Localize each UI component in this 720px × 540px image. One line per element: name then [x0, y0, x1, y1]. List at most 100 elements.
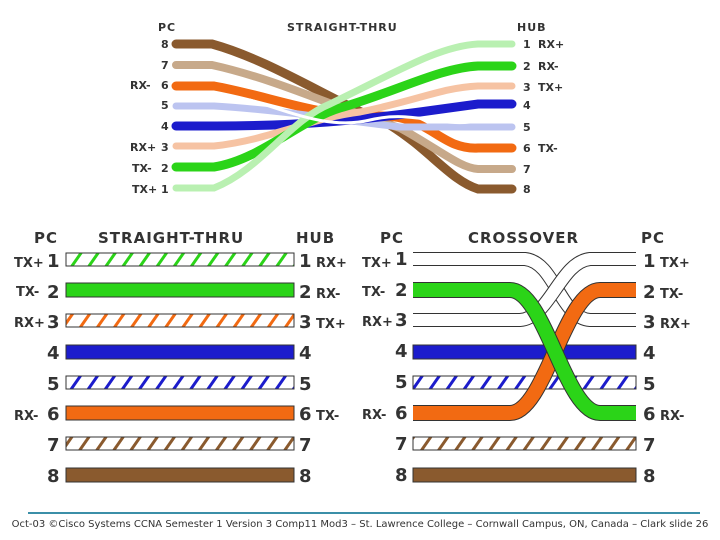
top-left-signal-tx-plus: TX+	[132, 183, 157, 196]
crossover-wire-8	[412, 467, 637, 483]
straight-left-pin: 4	[47, 343, 60, 364]
crossover-right-signal: RX+	[660, 317, 691, 332]
crossover-left-pin: 1	[395, 249, 408, 270]
top-right-pin: 6	[523, 142, 531, 155]
straight-wire-2	[65, 282, 295, 298]
crossover-wire-7	[412, 436, 637, 451]
top-right-pin: 7	[523, 163, 531, 176]
slide-footer: Oct-03 ©Cisco Systems CCNA Semester 1 Ve…	[11, 519, 709, 530]
crossover-left-signal: TX+	[362, 256, 392, 271]
crossover-right-labels: 1 2 3 4 5 6 7 8 TX+ TX- RX+ RX-	[643, 251, 691, 487]
top-right-signal-rx-plus: RX+	[538, 38, 564, 51]
straight-right-signal: RX+	[316, 256, 347, 271]
top-wire-white-green	[172, 40, 516, 192]
straight-left-signal: TX+	[14, 256, 44, 271]
straight-right-pin: 5	[299, 374, 312, 395]
top-left-pin: 4	[161, 120, 169, 133]
crossover-title: CROSSOVER	[468, 229, 579, 247]
crossover-left-signal: RX-	[362, 408, 386, 423]
footer-divider	[28, 512, 700, 514]
straight-wire-5	[65, 375, 295, 390]
straight-panel: PC STRAIGHT-THRU HUB TX+ TX- RX+ RX- 1 2…	[14, 229, 347, 487]
straight-wire-8	[65, 467, 295, 483]
crossover-right-pin: 6	[643, 404, 656, 425]
straight-right-signal: RX-	[316, 287, 340, 302]
top-left-signal-rx-minus: RX-	[130, 79, 151, 92]
straight-left-header: PC	[34, 229, 58, 247]
straight-left-signal: TX-	[16, 285, 39, 300]
straight-right-signal: TX+	[316, 317, 346, 332]
crossover-right-signal: TX+	[660, 256, 690, 271]
top-left-header: PC	[158, 21, 176, 34]
top-right-signal-tx-minus: TX-	[538, 142, 558, 155]
straight-wire-3	[65, 313, 295, 328]
straight-right-pin: 7	[299, 435, 312, 456]
top-right-pin: 8	[523, 183, 531, 196]
top-left-pin: 7	[161, 59, 169, 72]
crossover-wire-white-green-fill	[413, 253, 636, 326]
straight-right-pin: 8	[299, 466, 312, 487]
straight-right-pin: 3	[299, 312, 312, 333]
top-right-pin: 2	[523, 60, 531, 73]
top-left-pin: 8	[161, 38, 169, 51]
straight-right-pin: 6	[299, 404, 312, 425]
crossover-right-pin: 4	[643, 343, 656, 364]
straight-right-pin: 1	[299, 251, 312, 272]
crossover-left-signal: TX-	[362, 285, 385, 300]
top-right-pin: 3	[523, 81, 531, 94]
straight-wire-6	[65, 405, 295, 421]
crossover-right-pin: 2	[643, 282, 656, 303]
crossover-left-pin: 7	[395, 434, 408, 455]
crossover-right-signal: TX-	[660, 287, 683, 302]
crossover-right-pin: 7	[643, 435, 656, 456]
crossover-wire-4	[412, 344, 637, 360]
straight-left-signal: RX-	[14, 409, 38, 424]
straight-right-labels: 1 2 3 4 5 6 7 8 RX+ RX- TX+ TX-	[299, 251, 347, 487]
top-left-pin: 3	[161, 141, 169, 154]
crossover-crossed-wires	[413, 252, 636, 421]
straight-wire-1	[65, 252, 295, 267]
crossover-wire-5	[412, 375, 637, 390]
top-right-labels: 1 2 3 4 5 6 7 8 RX+ RX- TX+ TX-	[523, 38, 564, 196]
top-right-header: HUB	[517, 21, 547, 34]
straight-left-pin: 3	[47, 312, 60, 333]
straight-wire-4	[65, 344, 295, 360]
top-right-pin: 5	[523, 121, 531, 134]
top-left-pin: 2	[161, 162, 169, 175]
crossover-right-pin: 8	[643, 466, 656, 487]
crossover-left-pin: 4	[395, 341, 408, 362]
top-wire-white-orange	[172, 82, 516, 150]
straight-title: STRAIGHT-THRU	[98, 229, 244, 247]
straight-left-labels: TX+ TX- RX+ RX- 1 2 3 4 5 6 7 8	[14, 251, 60, 487]
crossover-left-pin: 8	[395, 465, 408, 486]
crossover-right-pin: 5	[643, 374, 656, 395]
crossover-left-signal: RX+	[362, 315, 393, 330]
straight-right-signal: TX-	[316, 409, 339, 424]
crossover-right-signal: RX-	[660, 409, 684, 424]
crossover-left-labels: TX+ TX- RX+ RX- 1 2 3 4 5 6 7 8	[362, 249, 408, 486]
top-left-pin: 6	[161, 79, 169, 92]
top-right-pin: 4	[523, 99, 531, 112]
top-right-signal-rx-minus: RX-	[538, 60, 559, 73]
top-right-pin: 1	[523, 38, 531, 51]
straight-left-signal: RX+	[14, 316, 45, 331]
straight-right-pin: 2	[299, 282, 312, 303]
crossover-left-pin: 6	[395, 403, 408, 424]
straight-right-pin: 4	[299, 343, 312, 364]
top-left-labels: RX- RX+ TX- TX+ 8 7 6 5 4 3 2 1	[130, 38, 169, 196]
top-wire-bundle	[171, 39, 517, 194]
crossover-right-header: PC	[641, 229, 665, 247]
straight-left-pin: 8	[47, 466, 60, 487]
top-wire-twist	[248, 98, 472, 125]
top-title: STRAIGHT-THRU	[287, 21, 398, 34]
top-left-signal-rx-plus: RX+	[130, 141, 156, 154]
straight-left-pin: 1	[47, 251, 60, 272]
crossover-left-header: PC	[380, 229, 404, 247]
crossover-right-pin: 1	[643, 251, 656, 272]
crossover-left-pin: 2	[395, 280, 408, 301]
top-left-signal-tx-minus: TX-	[132, 162, 152, 175]
crossover-right-pin: 3	[643, 312, 656, 333]
straight-wires	[65, 252, 295, 483]
straight-left-pin: 6	[47, 404, 60, 425]
